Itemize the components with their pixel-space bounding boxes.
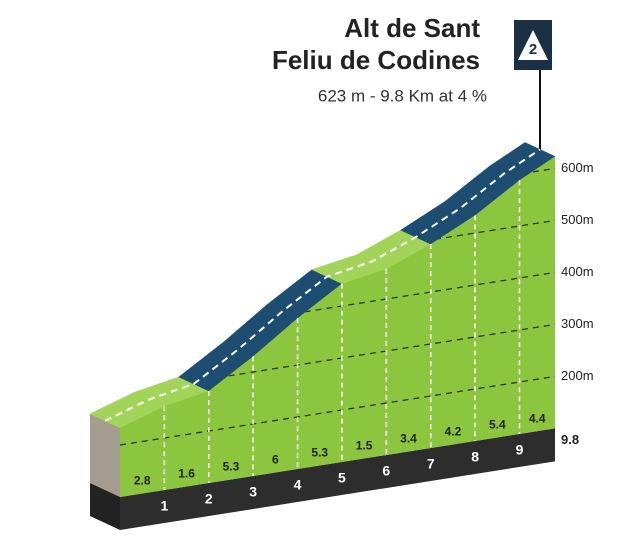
x-tick-label: 9.8 [561, 432, 579, 447]
grid-line [120, 375, 555, 446]
badge-triangle [518, 30, 548, 60]
y-tick-label: 400m [561, 264, 594, 279]
base-side [90, 483, 120, 530]
base-band [120, 428, 555, 530]
x-tick-label: 3 [249, 484, 257, 500]
x-tick-label: 4 [294, 477, 302, 493]
gradient-label: 2.8 [134, 474, 151, 488]
grid-line [120, 271, 555, 342]
gradient-label: 3.4 [400, 432, 417, 446]
x-tick-label: 1 [160, 498, 168, 514]
gradient-label: 1.5 [356, 439, 373, 453]
x-tick-label: 8 [471, 449, 479, 465]
category-label: 2 [529, 41, 537, 58]
chart-title: Alt de Sant [344, 13, 480, 43]
x-tick-label: 5 [338, 470, 346, 486]
chart-title: Feliu de Codines [272, 45, 480, 75]
y-tick-label: 300m [561, 316, 594, 331]
gradient-label: 5.3 [311, 446, 328, 460]
gradient-label: 4.2 [445, 425, 462, 439]
y-tick-label: 500m [561, 212, 594, 227]
chart-subtitle: 623 m - 9.8 Km at 4 % [318, 86, 487, 105]
gradient-label: 4.4 [529, 411, 546, 425]
gradient-label: 1.6 [178, 467, 195, 481]
plot: 200m 300m 400m 500m 600m 1 2 3 4 5 6 7 8 9 9.8 2.8 1.6 5.… [89, 142, 594, 530]
x-tick-label: 2 [205, 491, 213, 507]
x-tick-label: 7 [427, 456, 435, 472]
y-tick-label: 600m [561, 160, 594, 175]
center-line [104, 148, 541, 422]
gradient-label: 6 [272, 453, 279, 467]
x-tick-label: 9 [516, 442, 524, 458]
gradient-label: 5.4 [489, 418, 506, 432]
side-face [90, 413, 120, 497]
x-tick-label: 6 [382, 463, 390, 479]
gradient-label: 5.3 [223, 460, 240, 474]
y-tick-label: 200m [561, 368, 594, 383]
grid-line [120, 323, 555, 394]
profile-face [120, 156, 555, 497]
